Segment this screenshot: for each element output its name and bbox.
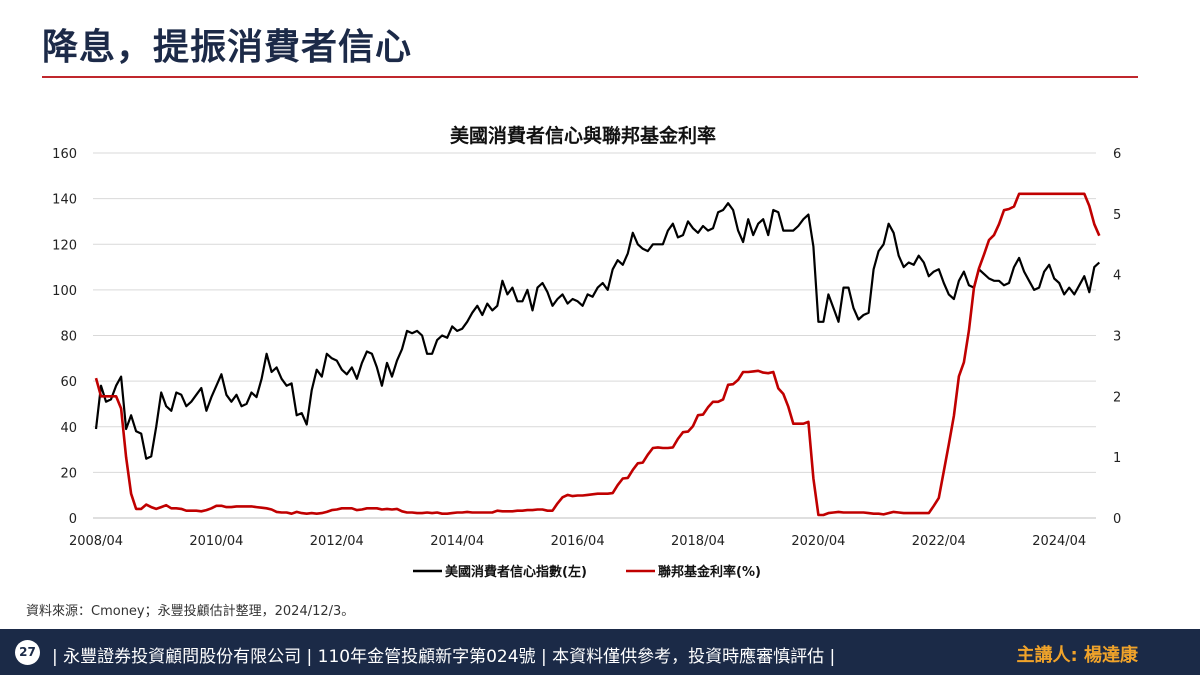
y-left-tick-label: 20: [60, 466, 77, 481]
page-number-badge: 27: [15, 640, 40, 665]
y-right-tick-label: 2: [1113, 390, 1121, 405]
left-axis-ticks: 0 20 40 60 80 100 120 140 160: [52, 147, 77, 527]
series-line-rate: [94, 192, 1101, 517]
y-left-tick-label: 120: [52, 238, 77, 253]
source-note: 資料來源：Cmoney；永豐投顧估計整理，2024/12/3。: [26, 604, 355, 619]
y-left-tick-label: 40: [60, 421, 77, 436]
x-tick-label: 2018/04: [671, 534, 725, 549]
y-right-tick-label: 0: [1113, 512, 1121, 527]
legend: 美國消費者信心指數(左) 聯邦基金利率(%): [413, 564, 761, 580]
y-left-tick-label: 140: [52, 193, 77, 208]
x-tick-label: 2010/04: [189, 534, 243, 549]
y-right-tick-label: 6: [1113, 147, 1121, 162]
x-tick-label: 2014/04: [430, 534, 484, 549]
y-left-tick-label: 60: [60, 375, 77, 390]
y-right-tick-label: 3: [1113, 330, 1121, 345]
y-right-tick-label: 4: [1113, 269, 1121, 284]
x-tick-label: 2016/04: [551, 534, 605, 549]
x-tick-label: 2012/04: [310, 534, 364, 549]
y-left-tick-label: 0: [69, 512, 77, 527]
footer-bar: [0, 629, 1200, 675]
y-right-tick-label: 5: [1113, 208, 1121, 223]
x-tick-label: 2022/04: [912, 534, 966, 549]
legend-label-rate: 聯邦基金利率(%): [658, 564, 761, 580]
y-left-tick-label: 160: [52, 147, 77, 162]
chart: 美國消費者信心與聯邦基金利率 0 20 40 60 80 100 120 140 160 0 1 2…: [52, 124, 1121, 580]
y-left-tick-label: 80: [60, 330, 77, 345]
y-right-tick-label: 1: [1113, 451, 1121, 466]
gridlines: [93, 152, 1096, 473]
chart-title: 美國消費者信心與聯邦基金利率: [450, 124, 716, 147]
slide-title: 降息，提振消費者信心: [42, 27, 413, 68]
x-axis-ticks: 2008/04 2010/04 2012/04 2014/04 2016/04 2018/…: [69, 534, 1086, 549]
y-left-tick-label: 100: [52, 284, 77, 299]
x-tick-label: 2008/04: [69, 534, 123, 549]
footer-disclaimer: | 永豐證券投資顧問股份有限公司 | 110年金管投顧新字第024號 | 本資料…: [52, 647, 836, 667]
legend-label-confidence: 美國消費者信心指數(左): [445, 564, 587, 580]
title-divider: [42, 76, 1138, 78]
series-line-confidence: [94, 202, 1101, 460]
x-tick-label: 2020/04: [791, 534, 845, 549]
x-tick-label: 2024/04: [1032, 534, 1086, 549]
right-axis-ticks: 0 1 2 3 4 5 6: [1113, 147, 1121, 527]
presenter-name: 主講人: 楊達康: [1016, 645, 1138, 666]
